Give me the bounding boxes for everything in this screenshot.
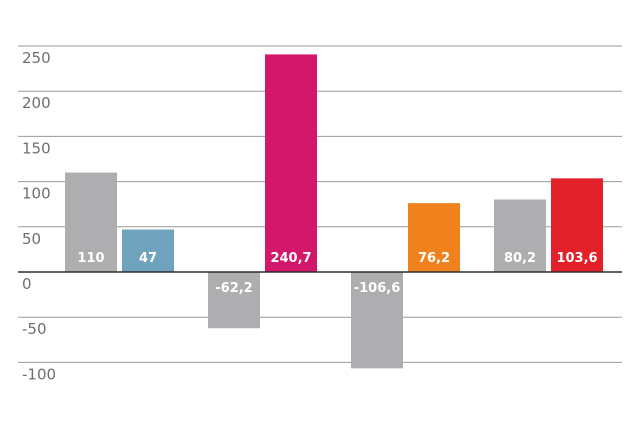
bar--62,2 <box>208 272 260 329</box>
data-label--62,2: -62,2 <box>215 281 252 296</box>
bar--106,6 <box>351 272 403 369</box>
data-label--106,6: -106,6 <box>354 281 401 296</box>
y-tick-label: 250 <box>22 49 51 67</box>
data-label-240,7: 240,7 <box>270 251 311 266</box>
bar-47 <box>122 229 174 272</box>
y-tick-label: 100 <box>22 185 51 203</box>
grid-layer <box>18 45 622 363</box>
y-tick-label: 50 <box>22 230 41 248</box>
y-tick-label: 150 <box>22 139 51 157</box>
data-label-47: 47 <box>139 251 157 266</box>
y-tick-label: 0 <box>22 275 32 293</box>
data-label-layer: 110 47 -62,2 240,7 -106,6 76,2 80,2 103,6 <box>77 251 597 296</box>
bar-80,2 <box>494 199 546 272</box>
data-label-80,2: 80,2 <box>504 251 536 266</box>
data-label-103,6: 103,6 <box>556 251 597 266</box>
y-tick-label: 200 <box>22 94 51 112</box>
data-label-76,2: 76,2 <box>418 251 450 266</box>
bar-110 <box>65 172 117 272</box>
tick-label-layer: 250 200 150 100 50 0 -50 -100 <box>22 49 56 383</box>
data-label-110: 110 <box>77 251 104 266</box>
y-tick-label: -50 <box>22 320 47 338</box>
bar-103,6 <box>551 178 603 272</box>
bar-240,7 <box>265 54 317 273</box>
y-tick-label: -100 <box>22 365 56 383</box>
bar-layer <box>65 54 603 369</box>
bar-76,2 <box>408 203 460 272</box>
